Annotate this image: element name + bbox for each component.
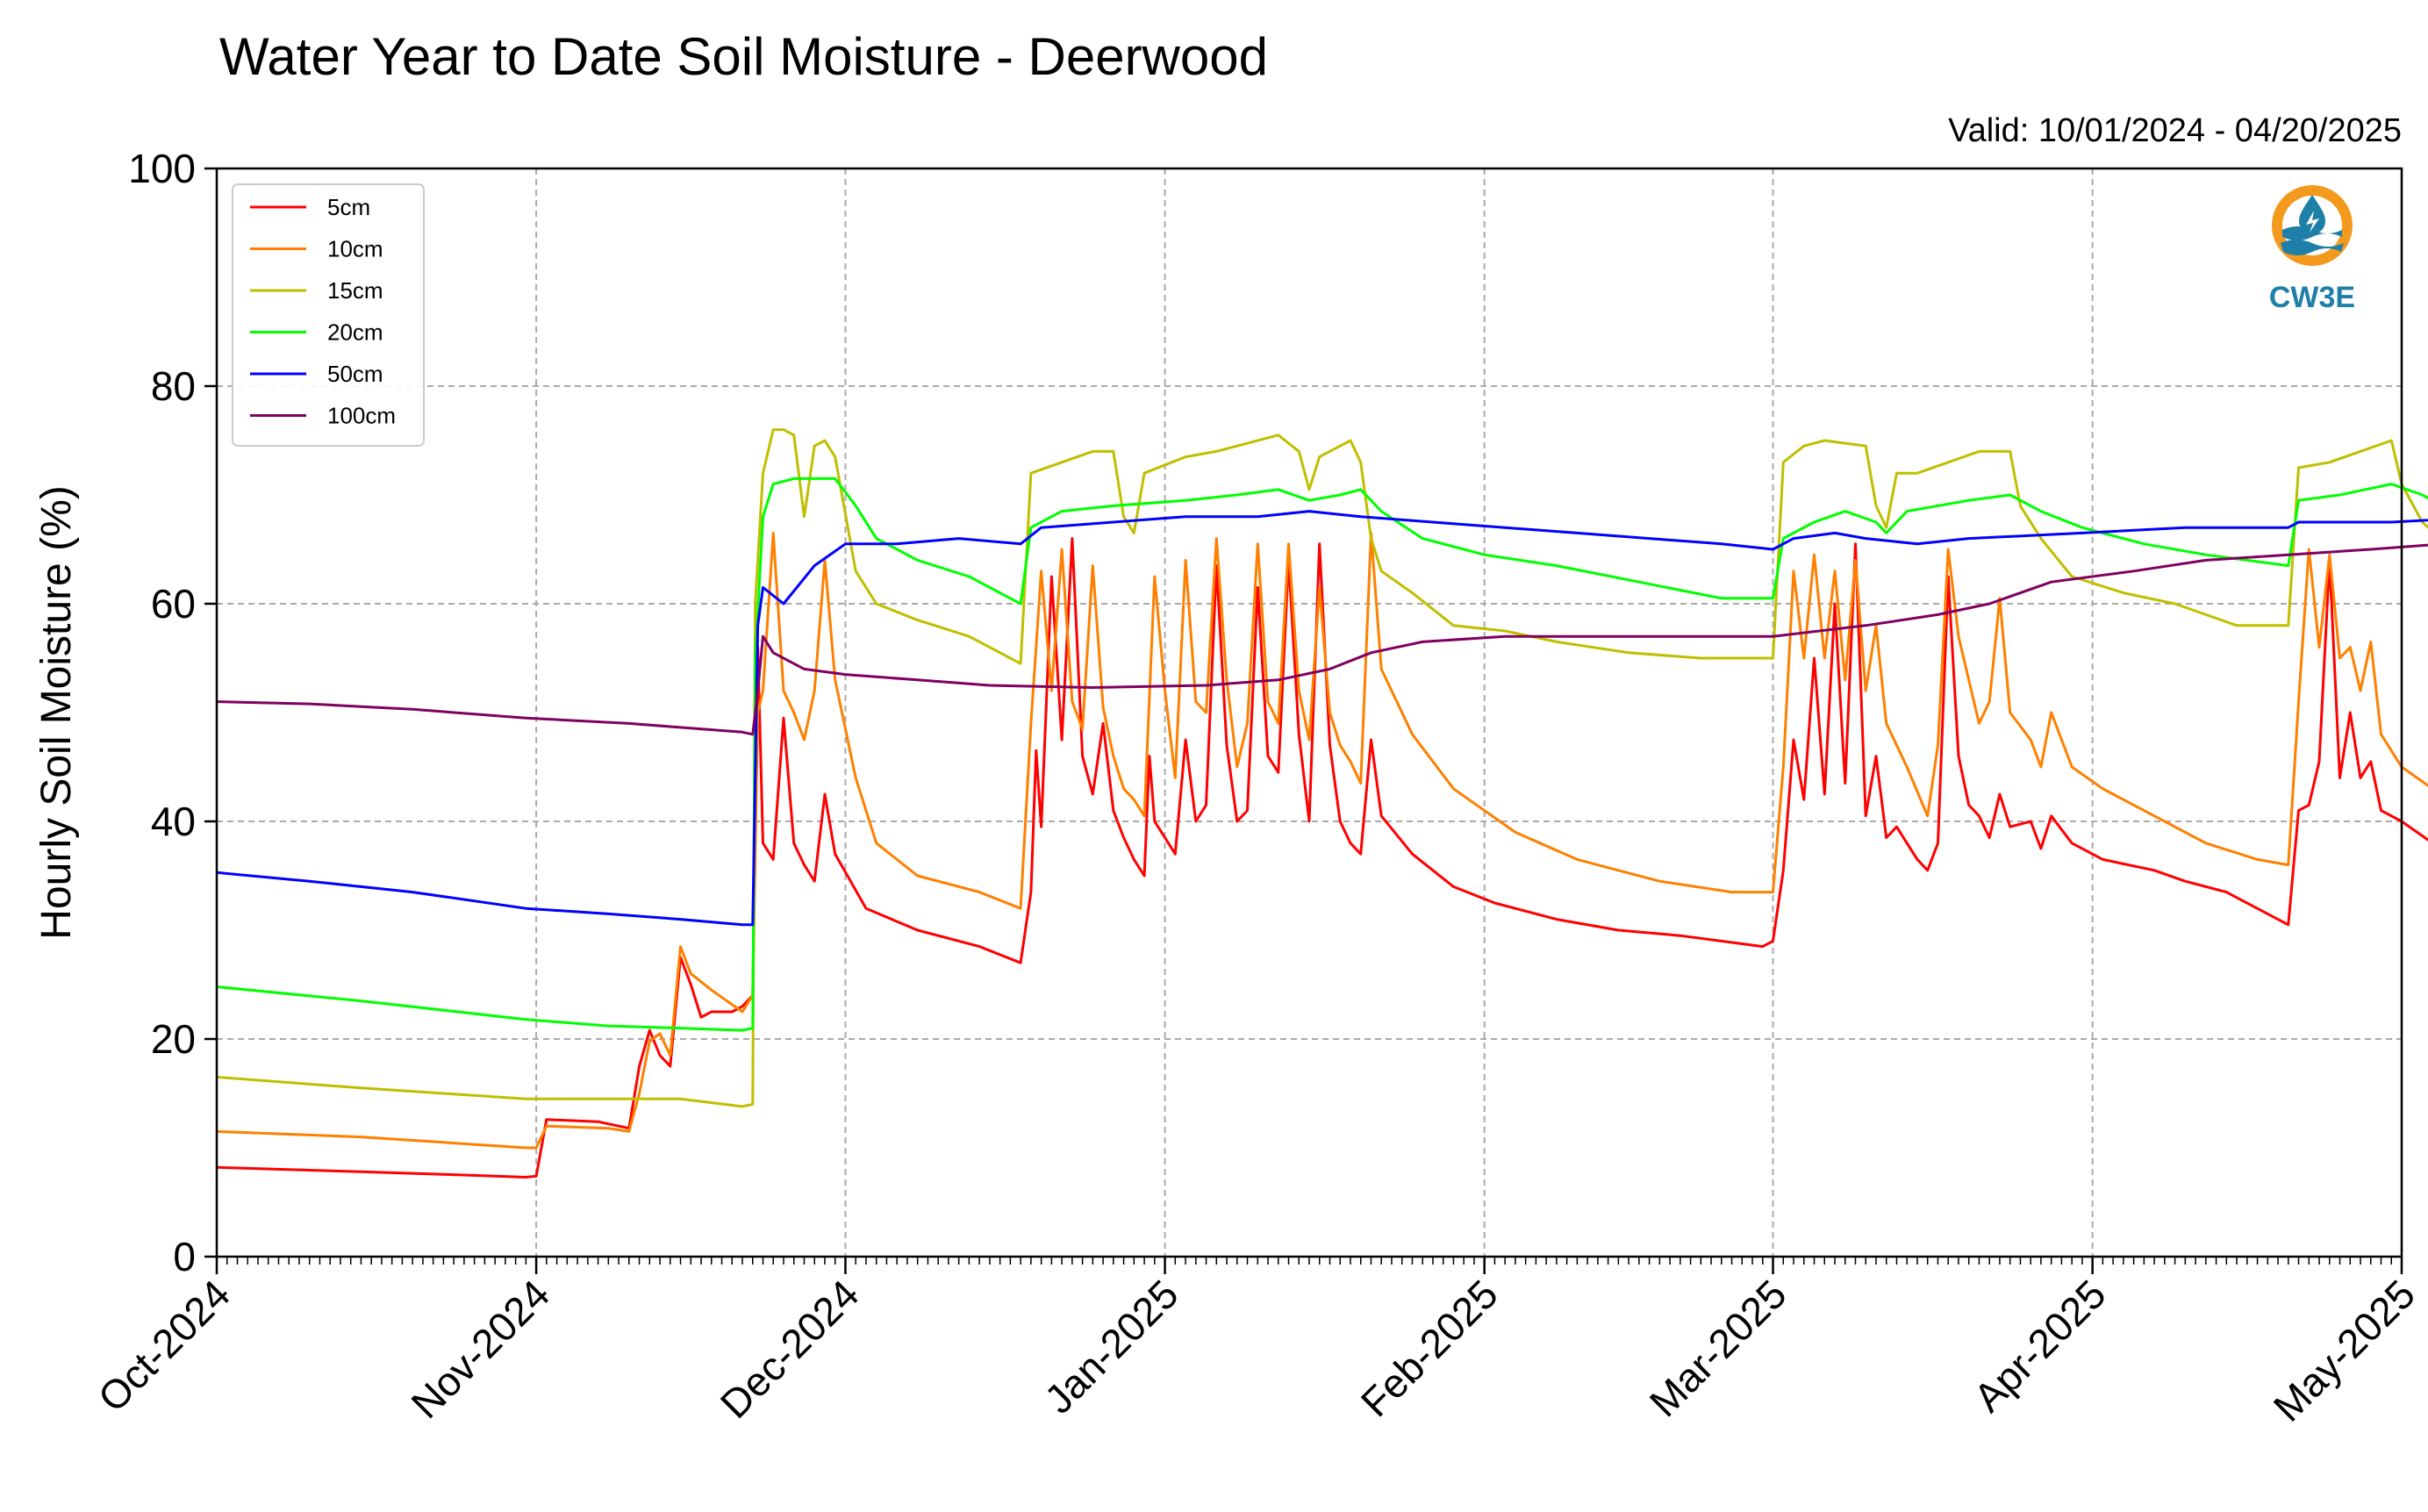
series-line-50cm [216,510,2428,927]
plot-frame [215,167,2403,1258]
y-tick-label: 80 [151,363,196,409]
series-line-100cm [216,543,2428,736]
x-tick-label: Dec-2024 [712,1271,868,1427]
axes: 0 20 40 60 80 100 Oct-2024 Nov-2024 Dec-2024 Jan-… [90,146,2424,1430]
x-tick-label: Feb-2025 [1352,1271,1507,1425]
series-line-20cm [216,477,2428,1032]
valid-date-range: Valid: 10/01/2024 - 04/20/2025 [1948,112,2402,149]
legend-label: 15cm [327,277,383,304]
x-tick-label: Jan-2025 [1035,1271,1186,1422]
legend-label: 100cm [327,403,396,429]
y-tick-label: 100 [128,146,196,191]
legend-label: 10cm [327,236,383,262]
series-line-15cm [216,428,2428,1108]
x-tick-label: Oct-2024 [90,1271,240,1421]
chart-title: Water Year to Date Soil Moisture - Deerw… [219,27,1268,86]
x-tick-label: Apr-2025 [1965,1271,2115,1421]
y-tick-label: 0 [173,1234,196,1279]
series-line-5cm [216,537,2428,1179]
y-tick-label: 60 [151,581,196,627]
logo-text: CW3E [2269,281,2355,314]
gridlines [217,168,2402,1257]
series-lines [216,428,2428,1179]
legend: 5cm 10cm 15cm 20cm 50cm 100cm [232,183,425,447]
y-tick-label: 40 [151,799,196,844]
y-axis-label: Hourly Soil Moisture (%) [33,485,80,939]
x-tick-label: Nov-2024 [402,1271,558,1427]
legend-label: 20cm [327,319,383,346]
legend-label: 50cm [327,361,383,387]
x-tick-label: May-2025 [2265,1271,2424,1430]
legend-label: 5cm [327,194,370,220]
series-line-10cm [216,531,2428,1150]
x-tick-label: Mar-2025 [1641,1271,1795,1425]
y-tick-label: 20 [151,1016,196,1062]
cw3e-logo: CW3E [2269,185,2355,314]
